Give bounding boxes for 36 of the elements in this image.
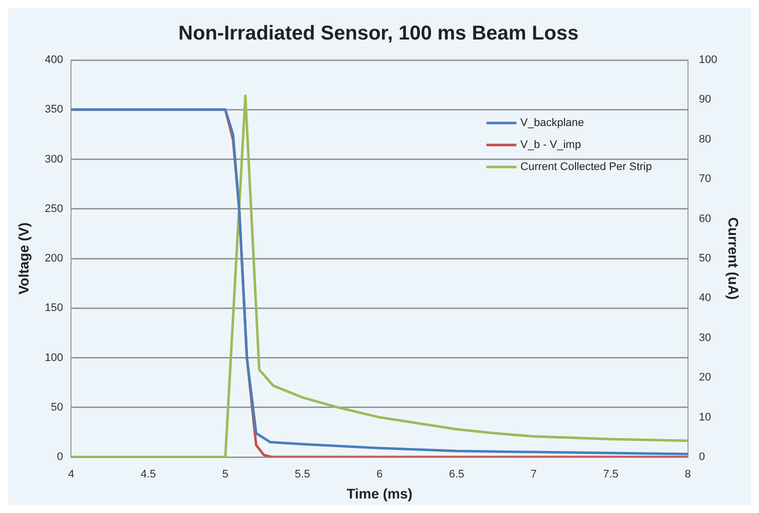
x-tick-label: 7.5 bbox=[603, 468, 618, 481]
y2-tick-label: 10 bbox=[698, 411, 712, 424]
y2-tick-label: 50 bbox=[698, 252, 712, 265]
x-tick-label: 5 bbox=[222, 468, 228, 481]
x-tick-label: 5.5 bbox=[294, 468, 310, 481]
x-axis-title: Time (ms) bbox=[346, 485, 412, 502]
y2-tick-label: 90 bbox=[698, 94, 712, 106]
x-tick-label: 4.5 bbox=[140, 468, 156, 481]
y-tick-label: 400 bbox=[44, 54, 64, 66]
chart-title: Non-Irradiated Sensor, 100 ms Beam Loss bbox=[178, 22, 579, 45]
y-tick-label: 300 bbox=[44, 153, 64, 166]
y-tick-label: 100 bbox=[44, 352, 64, 364]
x-tick-label: 4 bbox=[68, 468, 74, 481]
y2-tick-label: 30 bbox=[698, 332, 712, 344]
legend-label: V_backplane bbox=[520, 117, 584, 130]
y2-tick-label: 40 bbox=[698, 292, 712, 304]
y-tick-label: 50 bbox=[50, 401, 64, 414]
x-tick-label: 6.5 bbox=[448, 468, 464, 481]
y-tick-label: 250 bbox=[44, 202, 64, 215]
y2-tick-label: 80 bbox=[698, 133, 712, 146]
y-tick-label: 150 bbox=[44, 302, 64, 314]
y2-tick-label: 60 bbox=[698, 212, 712, 225]
legend-label: Current Collected Per Strip bbox=[520, 161, 652, 174]
x-tick-label: 7 bbox=[530, 468, 537, 481]
legend-label: V_b - V_imp bbox=[520, 139, 581, 152]
y-tick-label: 200 bbox=[44, 252, 64, 265]
x-tick-label: 8 bbox=[684, 468, 691, 481]
x-tick-label: 6 bbox=[376, 468, 383, 481]
y2-axis-title: Current (uA) bbox=[726, 217, 742, 300]
y-axis-title: Voltage (V) bbox=[15, 222, 32, 295]
y2-tick-label: 0 bbox=[698, 451, 705, 464]
y2-tick-label: 100 bbox=[698, 54, 718, 66]
y2-tick-label: 70 bbox=[698, 173, 712, 186]
y-tick-label: 0 bbox=[57, 451, 64, 464]
y2-tick-label: 20 bbox=[698, 372, 712, 384]
y-tick-label: 350 bbox=[44, 104, 64, 116]
